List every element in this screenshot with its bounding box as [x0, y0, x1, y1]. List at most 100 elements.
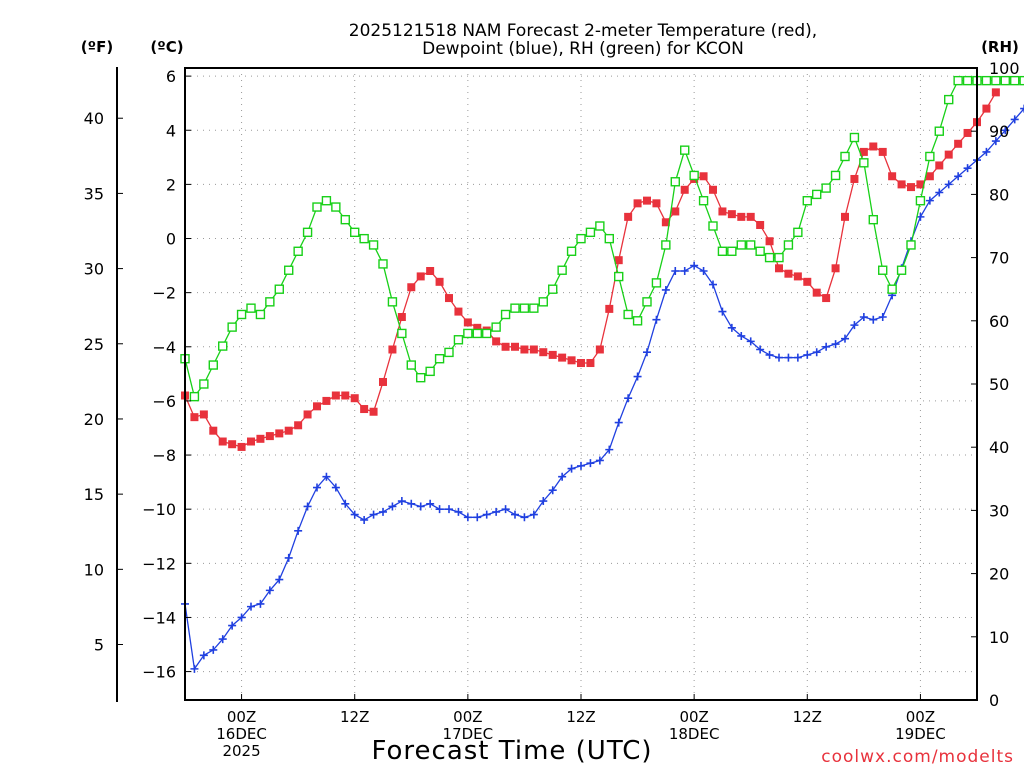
temperature-point: [209, 426, 218, 435]
rh-point: [340, 214, 350, 225]
rh-point: [416, 372, 426, 383]
dewpoint-point: [709, 280, 717, 289]
rh-point: [698, 196, 709, 206]
dewpoint-point: [247, 602, 255, 611]
rh-point: [717, 246, 728, 256]
rh-tick-label: 30: [989, 501, 1009, 520]
rh-point: [981, 75, 992, 86]
dewpoint-point: [605, 445, 614, 454]
temperature-point: [954, 139, 963, 148]
rh-point: [406, 360, 416, 370]
temperature-point: [727, 210, 736, 219]
dewpoint-point: [501, 505, 510, 514]
rh-point: [425, 366, 435, 377]
chart-title-line-2: Dewpoint (blue), RH (green) for KCON: [422, 39, 744, 59]
rh-tick-label: 10: [989, 628, 1009, 647]
time-tick-label: 12Z: [566, 708, 595, 726]
temperature-point: [935, 161, 944, 170]
temperature-point: [199, 410, 208, 419]
dewpoint-point: [633, 372, 642, 381]
temperature-point: [463, 318, 472, 327]
time-tick-label: 12Z: [340, 708, 369, 726]
rh-point: [764, 252, 775, 263]
dewpoint-point: [652, 315, 661, 324]
temperature-point: [709, 185, 717, 194]
dewpoint-point: [916, 212, 925, 221]
dewpoint-point: [294, 526, 303, 535]
temperature-point: [294, 421, 303, 430]
rh-tick-label: 50: [989, 375, 1009, 394]
dewpoint-point: [379, 507, 387, 516]
temperature-point: [991, 88, 1000, 97]
rh-tick-label: 20: [989, 565, 1009, 584]
dewpoint-point: [690, 261, 699, 270]
temperature-point: [313, 402, 321, 411]
dewpoint-point: [341, 499, 350, 508]
dewpoint-point: [850, 321, 859, 330]
rh-point: [1010, 75, 1020, 86]
dewpoint-point: [586, 459, 595, 468]
rh-point: [491, 322, 501, 332]
temperature-point: [652, 199, 661, 208]
rh-point: [378, 259, 388, 269]
temperature-point: [699, 172, 708, 181]
fahrenheit-tick-label: 20: [84, 410, 104, 429]
dewpoint-point: [331, 483, 340, 492]
dewpoint-point: [699, 266, 708, 275]
dewpoint-point: [577, 461, 585, 470]
x-axis-label: Forecast Time (UTC): [371, 736, 652, 766]
temperature-point: [812, 288, 821, 297]
rh-point: [812, 189, 822, 200]
celsius-tick-label: −2: [152, 284, 176, 303]
temperature-point: [765, 237, 774, 246]
rh-point: [953, 75, 963, 86]
dewpoint-point: [1001, 126, 1010, 135]
rh-tick-label: 0: [989, 691, 999, 710]
temperature-point: [397, 313, 406, 322]
rh-point: [331, 202, 341, 212]
time-tick-label: 12Z: [793, 708, 822, 726]
temperature-point: [737, 212, 746, 221]
rh-point: [944, 94, 954, 105]
dewpoint-point: [991, 137, 1000, 146]
rh-point: [236, 309, 247, 320]
temperature-point: [605, 304, 614, 313]
dewpoint-point: [746, 337, 755, 346]
time-tick-label: 18DEC: [669, 725, 720, 743]
rh-point: [557, 265, 567, 275]
dewpoint-point: [492, 507, 501, 516]
rh-point: [312, 202, 322, 212]
rh-point: [397, 328, 407, 339]
rh-point: [708, 221, 718, 231]
dewpoint-point: [737, 331, 746, 340]
temperature-point: [595, 345, 604, 354]
temperature-point: [982, 104, 991, 113]
dewpoint-point: [303, 502, 312, 511]
dewpoint-point: [558, 472, 567, 481]
dewpoint-point: [1020, 104, 1024, 113]
temperature-point: [529, 345, 538, 354]
source-credit: coolwx.com/modelts: [821, 747, 1014, 767]
temperature-point: [322, 396, 331, 405]
dewpoint-series: [181, 104, 1024, 673]
rh-point: [821, 183, 831, 193]
rh-point: [887, 284, 897, 294]
rh-point: [878, 265, 888, 275]
dewpoint-point: [473, 513, 482, 522]
temperature-point: [218, 437, 227, 446]
temperature-point: [878, 147, 887, 156]
rh-point: [915, 196, 926, 206]
dewpoint-point: [463, 513, 472, 522]
rh-point: [302, 227, 313, 238]
temperature-point: [897, 180, 906, 189]
dewpoint-point: [218, 635, 227, 644]
rh-point: [274, 284, 284, 294]
dewpoint-point: [1010, 115, 1019, 124]
rh-point: [755, 246, 765, 256]
time-tick-label: 19DEC: [895, 725, 946, 743]
fahrenheit-tick-label: 15: [84, 485, 104, 504]
dewpoint-point: [614, 418, 623, 427]
data-series: [180, 75, 1024, 673]
rh-point: [1019, 75, 1024, 86]
